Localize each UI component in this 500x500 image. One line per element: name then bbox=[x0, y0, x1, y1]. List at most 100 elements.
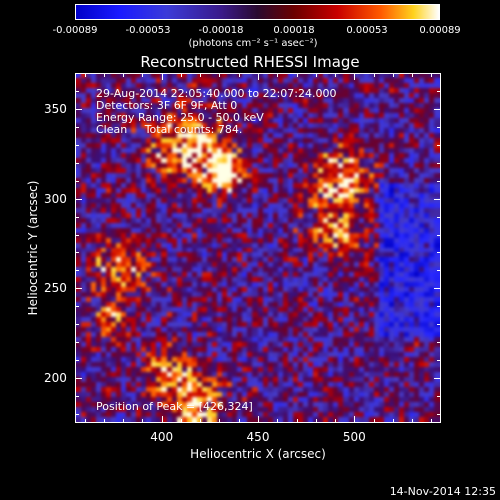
colorbar-tick-label: -0.00018 bbox=[198, 25, 244, 36]
x-tick-label: 450 bbox=[246, 430, 270, 444]
x-tick-label: 400 bbox=[150, 430, 174, 444]
axis-tick bbox=[103, 74, 105, 77]
axis-tick bbox=[123, 74, 125, 77]
axis-tick bbox=[437, 252, 440, 254]
axis-tick bbox=[434, 378, 440, 380]
axis-tick bbox=[76, 414, 79, 416]
axis-tick bbox=[161, 74, 163, 80]
axis-tick bbox=[76, 234, 79, 236]
axis-tick bbox=[437, 90, 440, 92]
info-energy-range: Energy Range: 25.0 - 50.0 keV bbox=[96, 111, 264, 124]
axis-tick bbox=[437, 396, 440, 398]
axis-tick bbox=[76, 216, 79, 218]
axis-tick bbox=[434, 198, 440, 200]
axis-tick bbox=[373, 419, 375, 422]
axis-tick bbox=[392, 419, 394, 422]
axis-tick bbox=[76, 342, 79, 344]
axis-tick bbox=[76, 73, 79, 74]
y-tick-label: 350 bbox=[44, 101, 67, 116]
axis-tick bbox=[76, 144, 79, 146]
rhessi-image-heatmap bbox=[76, 74, 440, 422]
axis-tick bbox=[76, 306, 79, 308]
axis-tick bbox=[354, 416, 356, 422]
axis-tick bbox=[335, 419, 337, 422]
axis-tick bbox=[142, 419, 144, 422]
colorbar-tick-label: -0.00053 bbox=[125, 25, 171, 36]
axis-tick bbox=[437, 216, 440, 218]
colorbar-tick-label: -0.00089 bbox=[52, 25, 98, 36]
axis-tick bbox=[180, 74, 182, 77]
axis-tick bbox=[437, 180, 440, 182]
axis-tick bbox=[76, 378, 82, 380]
colorbar-unit-label: (photons cm⁻² s⁻¹ asec⁻²) bbox=[188, 38, 318, 49]
axis-tick bbox=[76, 108, 82, 110]
axis-tick bbox=[76, 180, 79, 182]
x-tick-label: 500 bbox=[342, 430, 366, 444]
axis-tick bbox=[412, 74, 414, 77]
axis-tick bbox=[76, 126, 79, 128]
axis-tick bbox=[296, 419, 298, 422]
axis-tick bbox=[200, 419, 202, 422]
image-plot-area: 29-Aug-2014 22:05:40.000 to 22:07:24.000… bbox=[75, 73, 441, 423]
axis-tick bbox=[238, 419, 240, 422]
axis-tick bbox=[76, 270, 79, 272]
axis-tick bbox=[76, 396, 79, 398]
axis-tick bbox=[103, 419, 105, 422]
axis-tick bbox=[437, 360, 440, 362]
x-axis-label: Heliocentric X (arcsec) bbox=[190, 447, 326, 461]
axis-tick bbox=[277, 74, 279, 77]
plot-timestamp: 14-Nov-2014 12:35 bbox=[389, 485, 496, 498]
axis-tick bbox=[123, 419, 125, 422]
axis-tick bbox=[437, 73, 440, 74]
axis-tick bbox=[296, 74, 298, 77]
axis-tick bbox=[258, 416, 259, 422]
colorbar-tick-label: 0.00089 bbox=[419, 25, 461, 36]
axis-tick bbox=[84, 419, 86, 422]
axis-tick bbox=[315, 419, 317, 422]
axis-tick bbox=[238, 74, 240, 77]
axis-tick bbox=[437, 414, 440, 416]
axis-tick bbox=[219, 74, 221, 77]
y-tick-label: 300 bbox=[44, 191, 67, 206]
axis-tick bbox=[434, 288, 440, 290]
axis-tick bbox=[180, 419, 182, 422]
axis-tick bbox=[431, 419, 433, 422]
axis-tick bbox=[84, 74, 86, 77]
axis-tick bbox=[315, 74, 317, 77]
colorbar-tick-label: 0.00053 bbox=[346, 25, 388, 36]
axis-tick bbox=[76, 162, 79, 164]
axis-tick bbox=[161, 416, 163, 422]
axis-tick bbox=[392, 74, 394, 77]
axis-tick bbox=[76, 198, 82, 200]
axis-tick bbox=[200, 74, 202, 77]
axis-tick bbox=[437, 126, 440, 128]
axis-tick bbox=[76, 90, 79, 92]
axis-tick bbox=[335, 74, 337, 77]
axis-tick bbox=[437, 144, 440, 146]
y-tick-label: 200 bbox=[44, 371, 67, 386]
info-method-counts: Clean Total counts: 784. bbox=[96, 123, 243, 136]
axis-tick bbox=[412, 419, 414, 422]
axis-tick bbox=[437, 162, 440, 164]
axis-tick bbox=[142, 74, 144, 77]
axis-tick bbox=[437, 270, 440, 272]
y-tick-label: 250 bbox=[44, 281, 67, 296]
axis-tick bbox=[76, 288, 82, 290]
y-axis-label: Heliocentric Y (arcsec) bbox=[26, 180, 40, 316]
axis-tick bbox=[354, 74, 356, 80]
axis-tick bbox=[76, 360, 79, 362]
image-title: Reconstructed RHESSI Image bbox=[140, 53, 360, 71]
axis-tick bbox=[76, 252, 79, 254]
colorbar-tick-label: 0.00018 bbox=[273, 25, 315, 36]
axis-tick bbox=[373, 74, 375, 77]
axis-tick bbox=[437, 234, 440, 236]
axis-tick bbox=[258, 74, 259, 80]
colorbar bbox=[75, 4, 440, 20]
axis-tick bbox=[434, 108, 440, 110]
axis-tick bbox=[431, 74, 433, 77]
axis-tick bbox=[437, 324, 440, 326]
axis-tick bbox=[219, 419, 221, 422]
axis-tick bbox=[76, 324, 79, 326]
peak-position-label: Position of Peak = [426,324] bbox=[96, 400, 253, 413]
axis-tick bbox=[277, 419, 279, 422]
